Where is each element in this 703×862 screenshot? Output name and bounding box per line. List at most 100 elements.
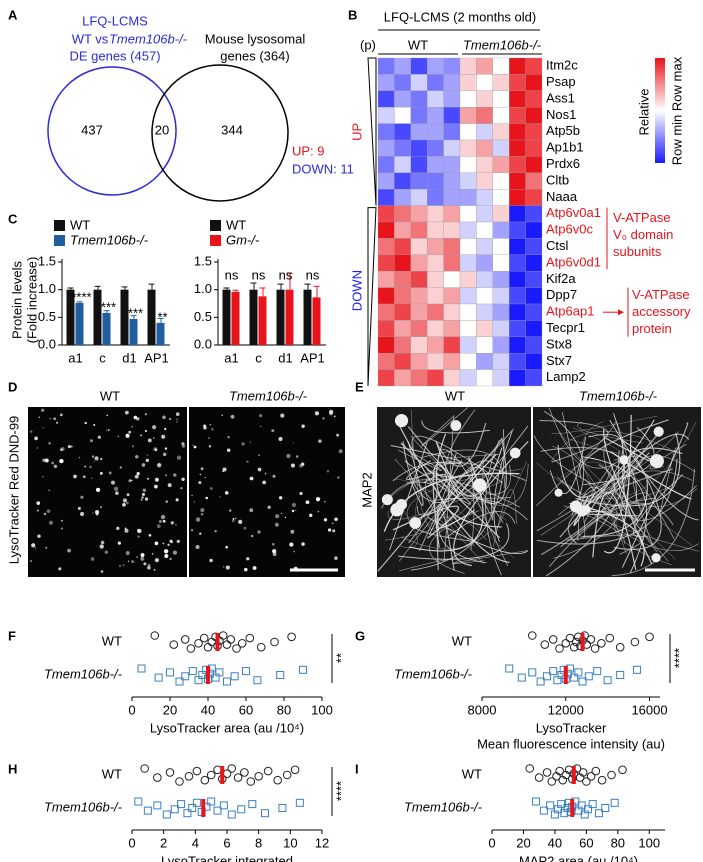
y-tick-label: 0.5 xyxy=(38,309,56,324)
data-point xyxy=(184,772,194,781)
x-axis-label: LysoTracker xyxy=(536,720,607,735)
neurite xyxy=(401,528,493,550)
data-point xyxy=(227,810,236,819)
heatmap-cell xyxy=(459,172,477,190)
data-point xyxy=(601,804,610,812)
bar xyxy=(222,289,231,345)
set-title: WT vs xyxy=(72,31,109,46)
puncta xyxy=(221,414,224,417)
puncta xyxy=(100,540,105,545)
gene-label: Psap xyxy=(546,74,576,89)
heatmap-cell xyxy=(525,369,543,387)
neurite xyxy=(603,428,639,523)
heatmap-cell xyxy=(377,369,395,387)
heatmap-cell xyxy=(476,271,493,288)
puncta xyxy=(107,429,110,431)
heatmap-cell xyxy=(410,254,428,272)
puncta xyxy=(290,529,295,534)
neurite xyxy=(618,450,697,521)
puncta xyxy=(272,552,277,557)
data-point xyxy=(162,810,171,819)
heatmap-cell xyxy=(427,287,444,305)
significance: ns xyxy=(252,267,266,282)
heatmap-cell xyxy=(427,221,444,239)
group-label: Tmem106b-/- xyxy=(463,37,542,52)
puncta xyxy=(195,545,200,550)
data-point xyxy=(561,639,571,648)
x-tick-label: d1 xyxy=(278,350,292,365)
puncta xyxy=(176,455,182,460)
heatmap-cell xyxy=(394,336,411,354)
puncta xyxy=(293,550,296,553)
heatmap-cell xyxy=(377,271,395,288)
puncta xyxy=(280,512,283,514)
neurite xyxy=(533,435,596,486)
neurite xyxy=(539,419,609,463)
data-point xyxy=(199,633,209,643)
data-point xyxy=(203,642,213,652)
puncta xyxy=(128,479,132,483)
heatmap-cell xyxy=(410,320,428,337)
down-count: DOWN: 11 xyxy=(292,161,354,176)
color-scale xyxy=(655,58,665,163)
neurite xyxy=(649,444,687,470)
heatmap-cell xyxy=(525,254,543,272)
data-point xyxy=(616,671,625,679)
legend-swatch xyxy=(210,235,221,246)
heatmap-cell xyxy=(427,123,444,141)
puncta xyxy=(131,560,135,564)
heatmap-cell xyxy=(476,139,493,157)
puncta xyxy=(267,505,271,509)
heatmap-cell xyxy=(427,254,444,272)
x-tick-label: 10 xyxy=(283,835,297,850)
data-point xyxy=(547,777,557,786)
puncta xyxy=(334,517,338,522)
heatmap-cell xyxy=(476,57,493,75)
data-point xyxy=(582,777,591,786)
significance: *** xyxy=(101,299,116,314)
data-point xyxy=(548,635,558,644)
x-tick-label: d1 xyxy=(122,350,136,365)
bar xyxy=(102,312,111,345)
data-point xyxy=(630,637,640,647)
puncta xyxy=(125,550,130,556)
puncta xyxy=(113,486,119,492)
puncta xyxy=(131,445,134,448)
puncta xyxy=(176,539,180,544)
gene-label: Nos1 xyxy=(546,107,576,122)
data-point xyxy=(517,673,526,682)
puncta xyxy=(243,567,248,572)
x-tick-label: 0 xyxy=(128,702,135,717)
gene-label: Atp6ap1 xyxy=(546,304,594,319)
micrograph xyxy=(28,407,187,577)
puncta xyxy=(295,509,297,511)
neurite xyxy=(407,426,507,505)
puncta xyxy=(208,437,211,440)
data-point xyxy=(240,768,249,777)
puncta xyxy=(125,433,130,438)
heatmap-cell xyxy=(492,271,510,288)
neurite xyxy=(398,523,510,560)
gene-label: Atp6v0d1 xyxy=(546,254,601,269)
puncta xyxy=(118,564,122,568)
heatmap-cell xyxy=(492,123,510,141)
puncta xyxy=(249,476,254,481)
puncta xyxy=(167,483,172,488)
puncta xyxy=(154,541,159,546)
puncta xyxy=(94,456,99,461)
soma xyxy=(395,499,407,511)
puncta xyxy=(258,413,263,418)
puncta xyxy=(262,480,266,485)
puncta xyxy=(37,534,41,538)
puncta xyxy=(53,417,57,421)
gene-label: Prdx6 xyxy=(546,156,580,171)
heatmap-cell xyxy=(377,303,395,321)
neurite xyxy=(435,440,503,497)
neurite xyxy=(421,420,490,434)
data-point xyxy=(584,672,593,681)
heatmap-cell xyxy=(509,156,526,173)
data-point xyxy=(505,664,514,673)
up-count: UP: 9 xyxy=(292,143,325,158)
gene-label: Tecpr1 xyxy=(546,320,585,335)
